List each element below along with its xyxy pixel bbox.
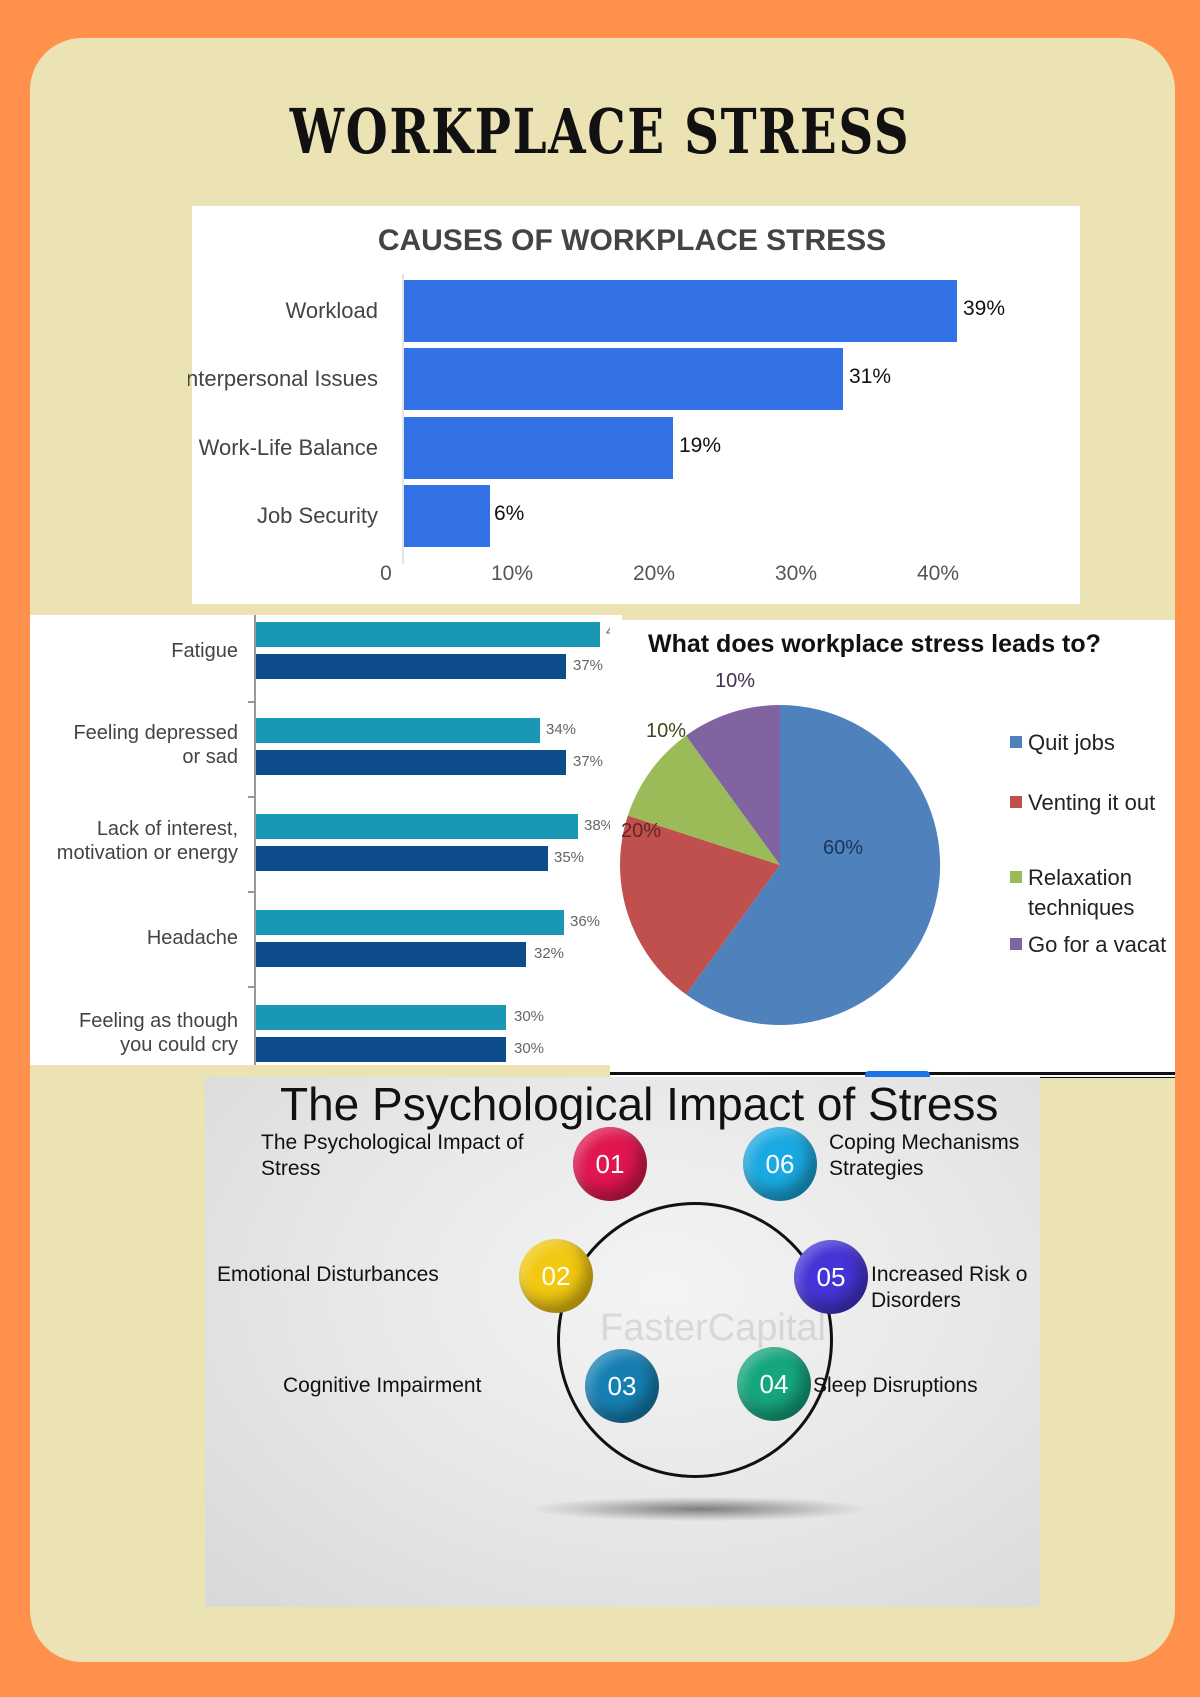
- legend-item: Venting it out: [1010, 788, 1155, 818]
- value-label: 39%: [963, 297, 1006, 320]
- x-tick: 20%: [632, 562, 676, 585]
- bar-series-1: [256, 718, 540, 743]
- chart-title: What does workplace stress leads to?: [648, 630, 1101, 658]
- causes-bar-chart: CAUSES OF WORKPLACE STRESS Workload 39% …: [188, 206, 1080, 604]
- pie: [620, 704, 941, 1025]
- page-title: WORKPLACE STRESS: [289, 95, 911, 168]
- category-label: nterpersonal Issues: [188, 366, 378, 391]
- step-label-02: Emotional Disturbances: [217, 1263, 439, 1286]
- legend-item: Relaxation techniques: [1010, 863, 1134, 923]
- infographic-title: The Psychological Impact of Stress: [280, 1078, 999, 1130]
- legend-swatch-icon: [1010, 736, 1022, 748]
- bar-row-workload: Workload 39%: [192, 280, 1080, 342]
- bar: [404, 417, 673, 479]
- legend-swatch-icon: [1010, 871, 1022, 883]
- scroll-tab: [865, 1071, 930, 1078]
- value-label: 34%: [546, 721, 577, 738]
- slice-venting: [620, 815, 780, 995]
- category-label: Work-Life Balance: [198, 435, 378, 460]
- y-axis-line: [402, 274, 404, 564]
- legend: Quit jobs Venting it out Relaxation techn…: [1010, 720, 1180, 1020]
- step-label-05: Increased Risk o Disorders: [871, 1263, 1028, 1312]
- drop-shadow: [535, 1497, 865, 1521]
- x-tick: 40%: [916, 562, 960, 585]
- legend-swatch-icon: [1010, 938, 1022, 950]
- value-label: 37%: [573, 753, 604, 770]
- bar: [404, 348, 843, 410]
- scroll-strip: [610, 1062, 1175, 1078]
- bar-series-1: [256, 1005, 506, 1030]
- step-label-03: Cognitive Impairment: [283, 1374, 482, 1397]
- y-axis-line: [254, 615, 256, 1065]
- value-label: 35%: [554, 849, 585, 866]
- bar: [404, 485, 490, 547]
- x-tick: 0: [380, 562, 392, 585]
- slice-quit-jobs: [686, 704, 941, 1025]
- bar-series-1: [256, 910, 564, 935]
- pie-label: 10%: [715, 670, 756, 692]
- slice-vacation: [686, 705, 780, 865]
- chart-title: CAUSES OF WORKPLACE STRESS: [377, 224, 887, 257]
- value-label: 6%: [494, 502, 525, 525]
- value-label: 19%: [679, 434, 722, 457]
- category-label: Lack of interest, motivation or energy: [56, 818, 238, 864]
- category-label: Headache: [146, 927, 238, 949]
- pie-label: 10%: [646, 720, 687, 742]
- legend-item: Go for a vacat: [1010, 930, 1166, 960]
- x-tick: 10%: [490, 562, 534, 585]
- ring: [557, 1202, 833, 1478]
- axis-tick: [248, 891, 255, 893]
- axis-tick: [248, 986, 255, 988]
- step-label-04: Sleep Disruptions: [813, 1374, 978, 1397]
- step-ball-01: 01: [573, 1127, 647, 1201]
- bar-series-1: [256, 622, 600, 647]
- category-label: Workload: [285, 298, 378, 323]
- pie-label: 60%: [823, 837, 864, 859]
- step-ball-02: 02: [519, 1239, 593, 1313]
- bar-series-2: [256, 942, 526, 967]
- outcomes-pie-chart: What does workplace stress leads to? 60%…: [610, 620, 1175, 1075]
- legend-item: Quit jobs: [1010, 728, 1115, 758]
- axis-tick: [248, 796, 255, 798]
- bar-row-interpersonal: nterpersonal Issues 31%: [188, 348, 1080, 410]
- psychological-impact-infographic: The Psychological Impact of Stress Faste…: [205, 1077, 1040, 1607]
- step-ball-06: 06: [743, 1127, 817, 1201]
- legend-swatch-icon: [1010, 796, 1022, 808]
- step-ball-03: 03: [585, 1349, 659, 1423]
- value-label: 31%: [849, 365, 892, 388]
- category-label: Fatigue: [171, 640, 238, 662]
- step-ball-04: 04: [737, 1347, 811, 1421]
- value-label: 38%: [584, 817, 615, 834]
- category-label: Feeling as though you could cry: [78, 1010, 238, 1056]
- pie-label: 20%: [621, 820, 662, 842]
- bar-series-2: [256, 1037, 506, 1062]
- value-label: 30%: [514, 1008, 545, 1025]
- step-ball-05: 05: [794, 1240, 868, 1314]
- step-label-01: The Psychological Impact of Stress: [261, 1131, 524, 1180]
- bar-row-job-security: Job Security 6%: [192, 485, 1080, 547]
- bar: [404, 280, 957, 342]
- category-label: Feeling depressed or sad: [73, 722, 238, 768]
- bar-series-2: [256, 846, 548, 871]
- x-tick: 30%: [774, 562, 818, 585]
- slice-relaxation: [627, 735, 780, 865]
- category-label: Job Security: [256, 503, 378, 528]
- step-label-06: Coping Mechanisms Strategies: [829, 1131, 1020, 1180]
- bar-series-2: [256, 750, 566, 775]
- bar-series-2: [256, 654, 566, 679]
- axis-tick: [248, 701, 255, 703]
- bar-series-1: [256, 814, 578, 839]
- watermark: FasterCapital: [600, 1307, 826, 1349]
- value-label: 30%: [514, 1040, 545, 1057]
- value-label: 37%: [573, 657, 604, 674]
- bar-row-work-life: Work-Life Balance 19%: [192, 417, 1080, 479]
- value-label: 32%: [534, 945, 565, 962]
- value-label: 36%: [570, 913, 601, 930]
